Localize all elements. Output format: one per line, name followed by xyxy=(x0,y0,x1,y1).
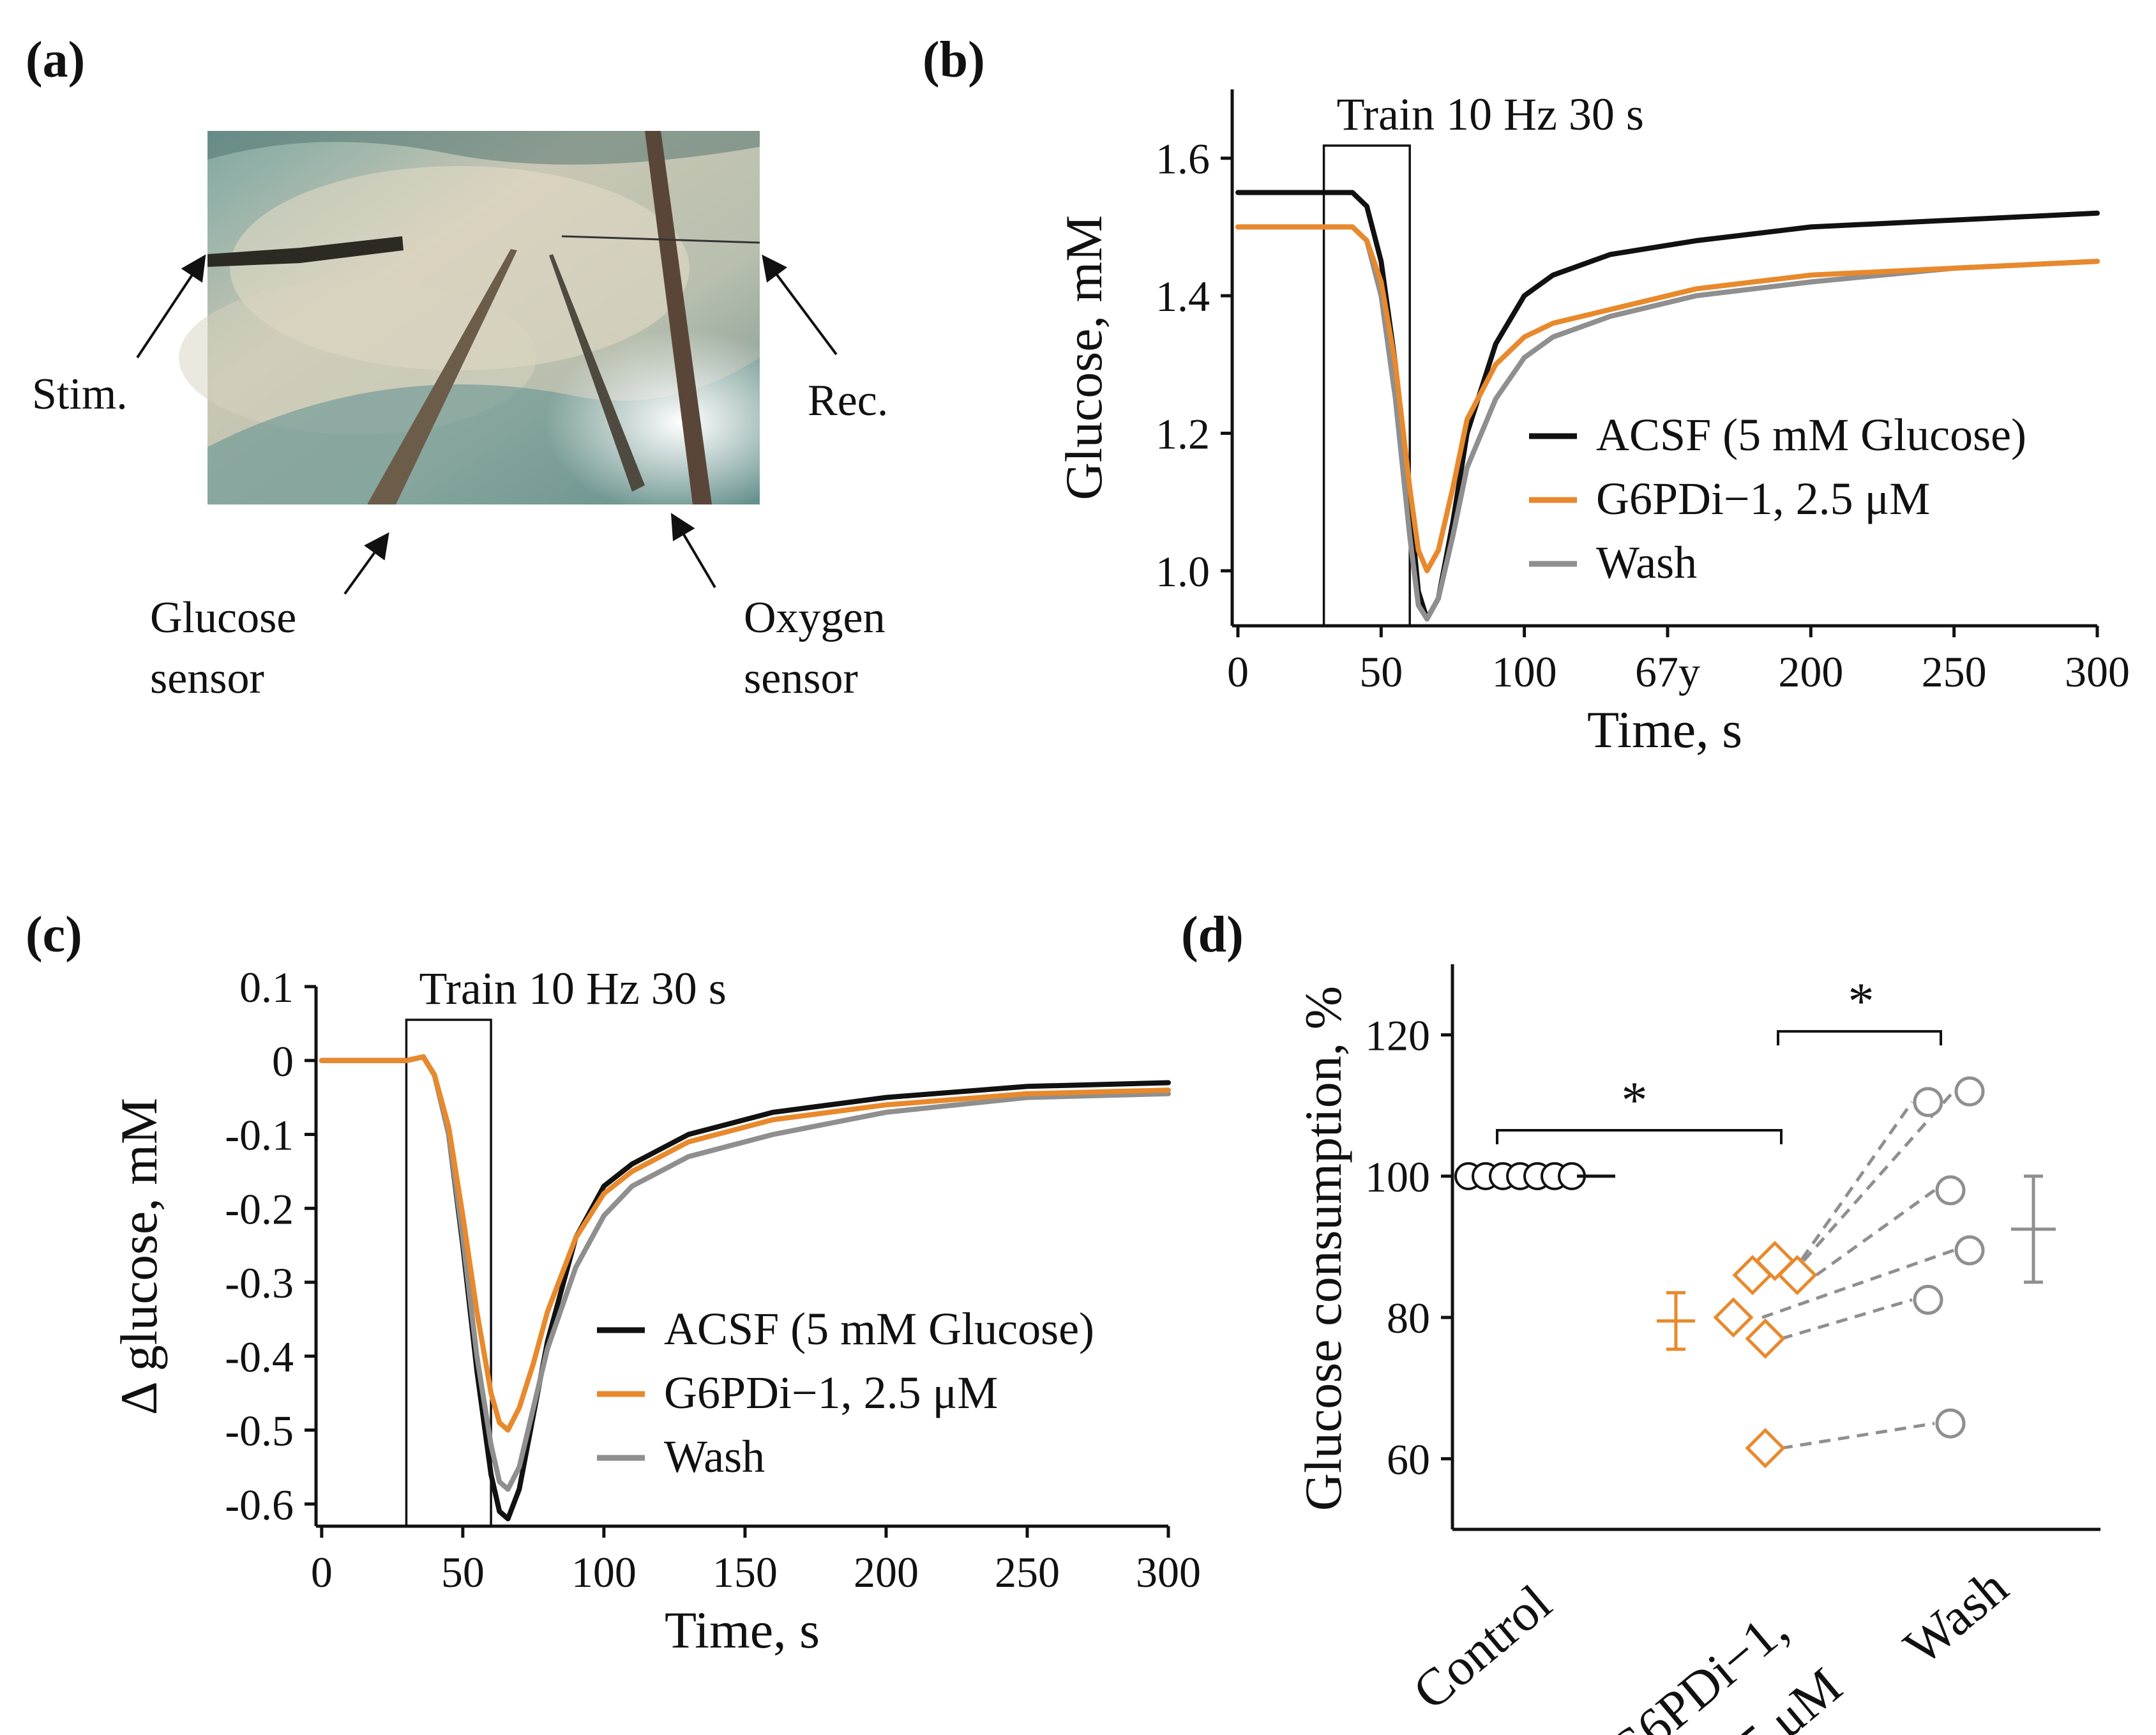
series-line-g6pdi xyxy=(1235,224,2100,573)
panel-label-a: (a) xyxy=(26,32,85,88)
significance-star: * xyxy=(1848,972,1874,1030)
stim-label: Stim. xyxy=(32,370,128,419)
stim-arrow xyxy=(136,254,206,359)
wash-point xyxy=(1913,1284,1943,1315)
legend-label-acsf: ACSF (5 mM Glucose) xyxy=(1596,409,2026,460)
oxygen-sensor-label-1: Oxygen xyxy=(744,593,886,642)
x-tick-label: 0 xyxy=(311,1548,333,1596)
wash-point xyxy=(1954,1076,1985,1107)
oxygen-sensor-label-2: sensor xyxy=(744,654,858,703)
glucose-sensor-arrow xyxy=(343,532,389,595)
x-tick-label: 300 xyxy=(1136,1548,1201,1596)
legend-label-g6pdi: G6PDi−1, 2.5 μM xyxy=(1596,473,1930,524)
significance-bracket xyxy=(1777,1030,1942,1046)
pair-line xyxy=(1789,1101,1914,1277)
g6pdi-point xyxy=(1745,1318,1786,1359)
legend-label-wash: Wash xyxy=(1596,537,1697,588)
stimulus-annotation: Train 10 Hz 30 s xyxy=(419,963,726,1014)
y-tick-label: -0.4 xyxy=(225,1333,294,1381)
y-tick-label: 0.1 xyxy=(239,963,294,1011)
g6pdi-point xyxy=(1745,1428,1786,1469)
category-label: Control xyxy=(1402,1573,1562,1721)
wash-point xyxy=(1935,1408,1966,1439)
x-tick-label: 250 xyxy=(995,1548,1060,1596)
x-tick-label: 200 xyxy=(1778,648,1843,696)
y-axis-title: Glucose consumption, % xyxy=(1294,986,1352,1511)
wash-point xyxy=(1954,1235,1985,1266)
microscope-photo xyxy=(179,131,760,504)
y-tick-label: 1.4 xyxy=(1156,272,1210,321)
rec-arrow xyxy=(762,254,838,356)
panel-label-d: (d) xyxy=(1181,907,1244,963)
glucose-sensor-probe xyxy=(367,249,517,504)
pair-line xyxy=(1781,1421,1935,1450)
y-axis-title: Glucose, mM xyxy=(1055,215,1113,500)
x-tick-label: 300 xyxy=(2065,648,2130,696)
stimulus-annotation: Train 10 Hz 30 s xyxy=(1337,89,1644,140)
oxygen-sensor-probe xyxy=(549,254,645,492)
y-axis-title: Δ glucose, mM xyxy=(110,1098,168,1415)
x-tick-label: 50 xyxy=(441,1548,485,1596)
x-tick-label: 100 xyxy=(1492,648,1557,696)
y-tick-label: -0.1 xyxy=(225,1111,294,1160)
y-tick-label: 1.6 xyxy=(1156,135,1210,183)
x-tick-label: 0 xyxy=(1227,648,1249,696)
legend-label-wash: Wash xyxy=(664,1431,765,1482)
chart-b-glucose-trace: 0 50 100 67y 200 250 300 1.0 1.2 1.4 1.6 Time, s Glu… xyxy=(1055,89,2130,759)
legend-label-acsf: ACSF (5 mM Glucose) xyxy=(664,1303,1094,1354)
x-tick-label: 67y xyxy=(1635,648,1700,696)
significance-bracket xyxy=(1496,1128,1783,1144)
y-tick-label: -0.5 xyxy=(225,1407,294,1455)
x-tick-label: 50 xyxy=(1359,648,1403,696)
x-axis-title: Time, s xyxy=(665,1601,820,1659)
g6pdi-point xyxy=(1777,1255,1818,1296)
y-tick-label: -0.6 xyxy=(225,1480,294,1529)
y-tick-label: 1.0 xyxy=(1156,547,1210,596)
oxygen-sensor-arrow xyxy=(670,513,716,589)
glucose-sensor-label-1: Glucose xyxy=(150,593,296,642)
y-tick-label: 100 xyxy=(1365,1153,1430,1201)
panel-label-c: (c) xyxy=(26,907,82,963)
pair-line xyxy=(1781,1298,1913,1340)
wash-point xyxy=(1913,1087,1943,1118)
x-tick-label: 200 xyxy=(854,1548,919,1596)
chart-c-delta-glucose-trace: 0 50 100 150 200 250 300 0.1 0 -0.1 -0.2 -0.3 -0.4 -0… xyxy=(110,963,1201,1659)
pair-line xyxy=(1815,1188,1936,1277)
x-tick-label: 250 xyxy=(1922,648,1987,696)
stim-electrode xyxy=(207,236,403,267)
y-tick-label: 60 xyxy=(1387,1435,1430,1483)
stimulus-window-box xyxy=(1322,144,1411,627)
category-label: Wash xyxy=(1893,1557,2018,1676)
rec-label: Rec. xyxy=(808,376,888,425)
series-line-g6pdi xyxy=(319,1054,1171,1433)
x-tick-label: 100 xyxy=(571,1548,637,1596)
significance-star: * xyxy=(1622,1071,1648,1129)
pair-line xyxy=(1761,1248,1954,1319)
y-tick-label: 1.2 xyxy=(1156,409,1210,458)
y-tick-label: 120 xyxy=(1365,1011,1430,1060)
stimulus-window-box xyxy=(405,1019,492,1527)
y-tick-label: -0.2 xyxy=(225,1185,294,1233)
g6pdi-point xyxy=(1713,1297,1754,1338)
pair-line xyxy=(1802,1090,1955,1262)
x-axis-title: Time, s xyxy=(1587,701,1742,759)
rec-pipette xyxy=(645,131,712,504)
x-tick-label: 150 xyxy=(712,1548,778,1596)
legend-label-g6pdi: G6PDi−1, 2.5 μM xyxy=(664,1367,998,1418)
panel-label-b: (b) xyxy=(923,32,985,88)
wash-point xyxy=(1935,1175,1966,1206)
glucose-sensor-label-2: sensor xyxy=(150,654,264,703)
y-tick-label: 0 xyxy=(272,1037,294,1086)
y-tick-label: 80 xyxy=(1387,1294,1430,1342)
y-tick-label: -0.3 xyxy=(225,1259,294,1307)
